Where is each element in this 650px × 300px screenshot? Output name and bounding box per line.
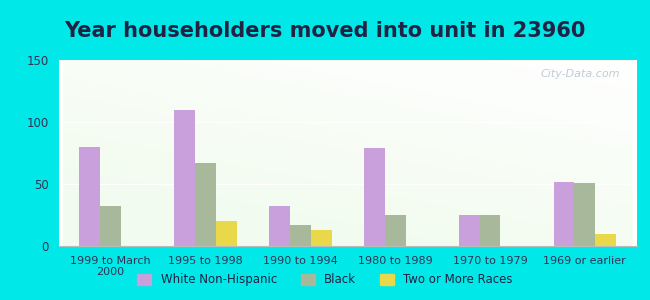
Bar [575,183,595,246]
Bar [554,182,575,246]
Legend: White Non-Hispanic, Black, Two or More Races: White Non-Hispanic, Black, Two or More R… [133,269,517,291]
Bar [269,206,290,246]
Text: City-Data.com: City-Data.com [540,69,619,79]
Bar [595,234,616,246]
Bar [459,215,480,246]
Bar [79,147,100,246]
Text: Year householders moved into unit in 23960: Year householders moved into unit in 239… [64,21,586,41]
Bar [480,215,500,246]
Bar [364,148,385,246]
Bar [174,110,195,246]
Bar [311,230,332,246]
Bar [216,221,237,246]
Bar [385,215,406,246]
Bar [100,206,121,246]
Bar [195,163,216,246]
Bar [290,225,311,246]
